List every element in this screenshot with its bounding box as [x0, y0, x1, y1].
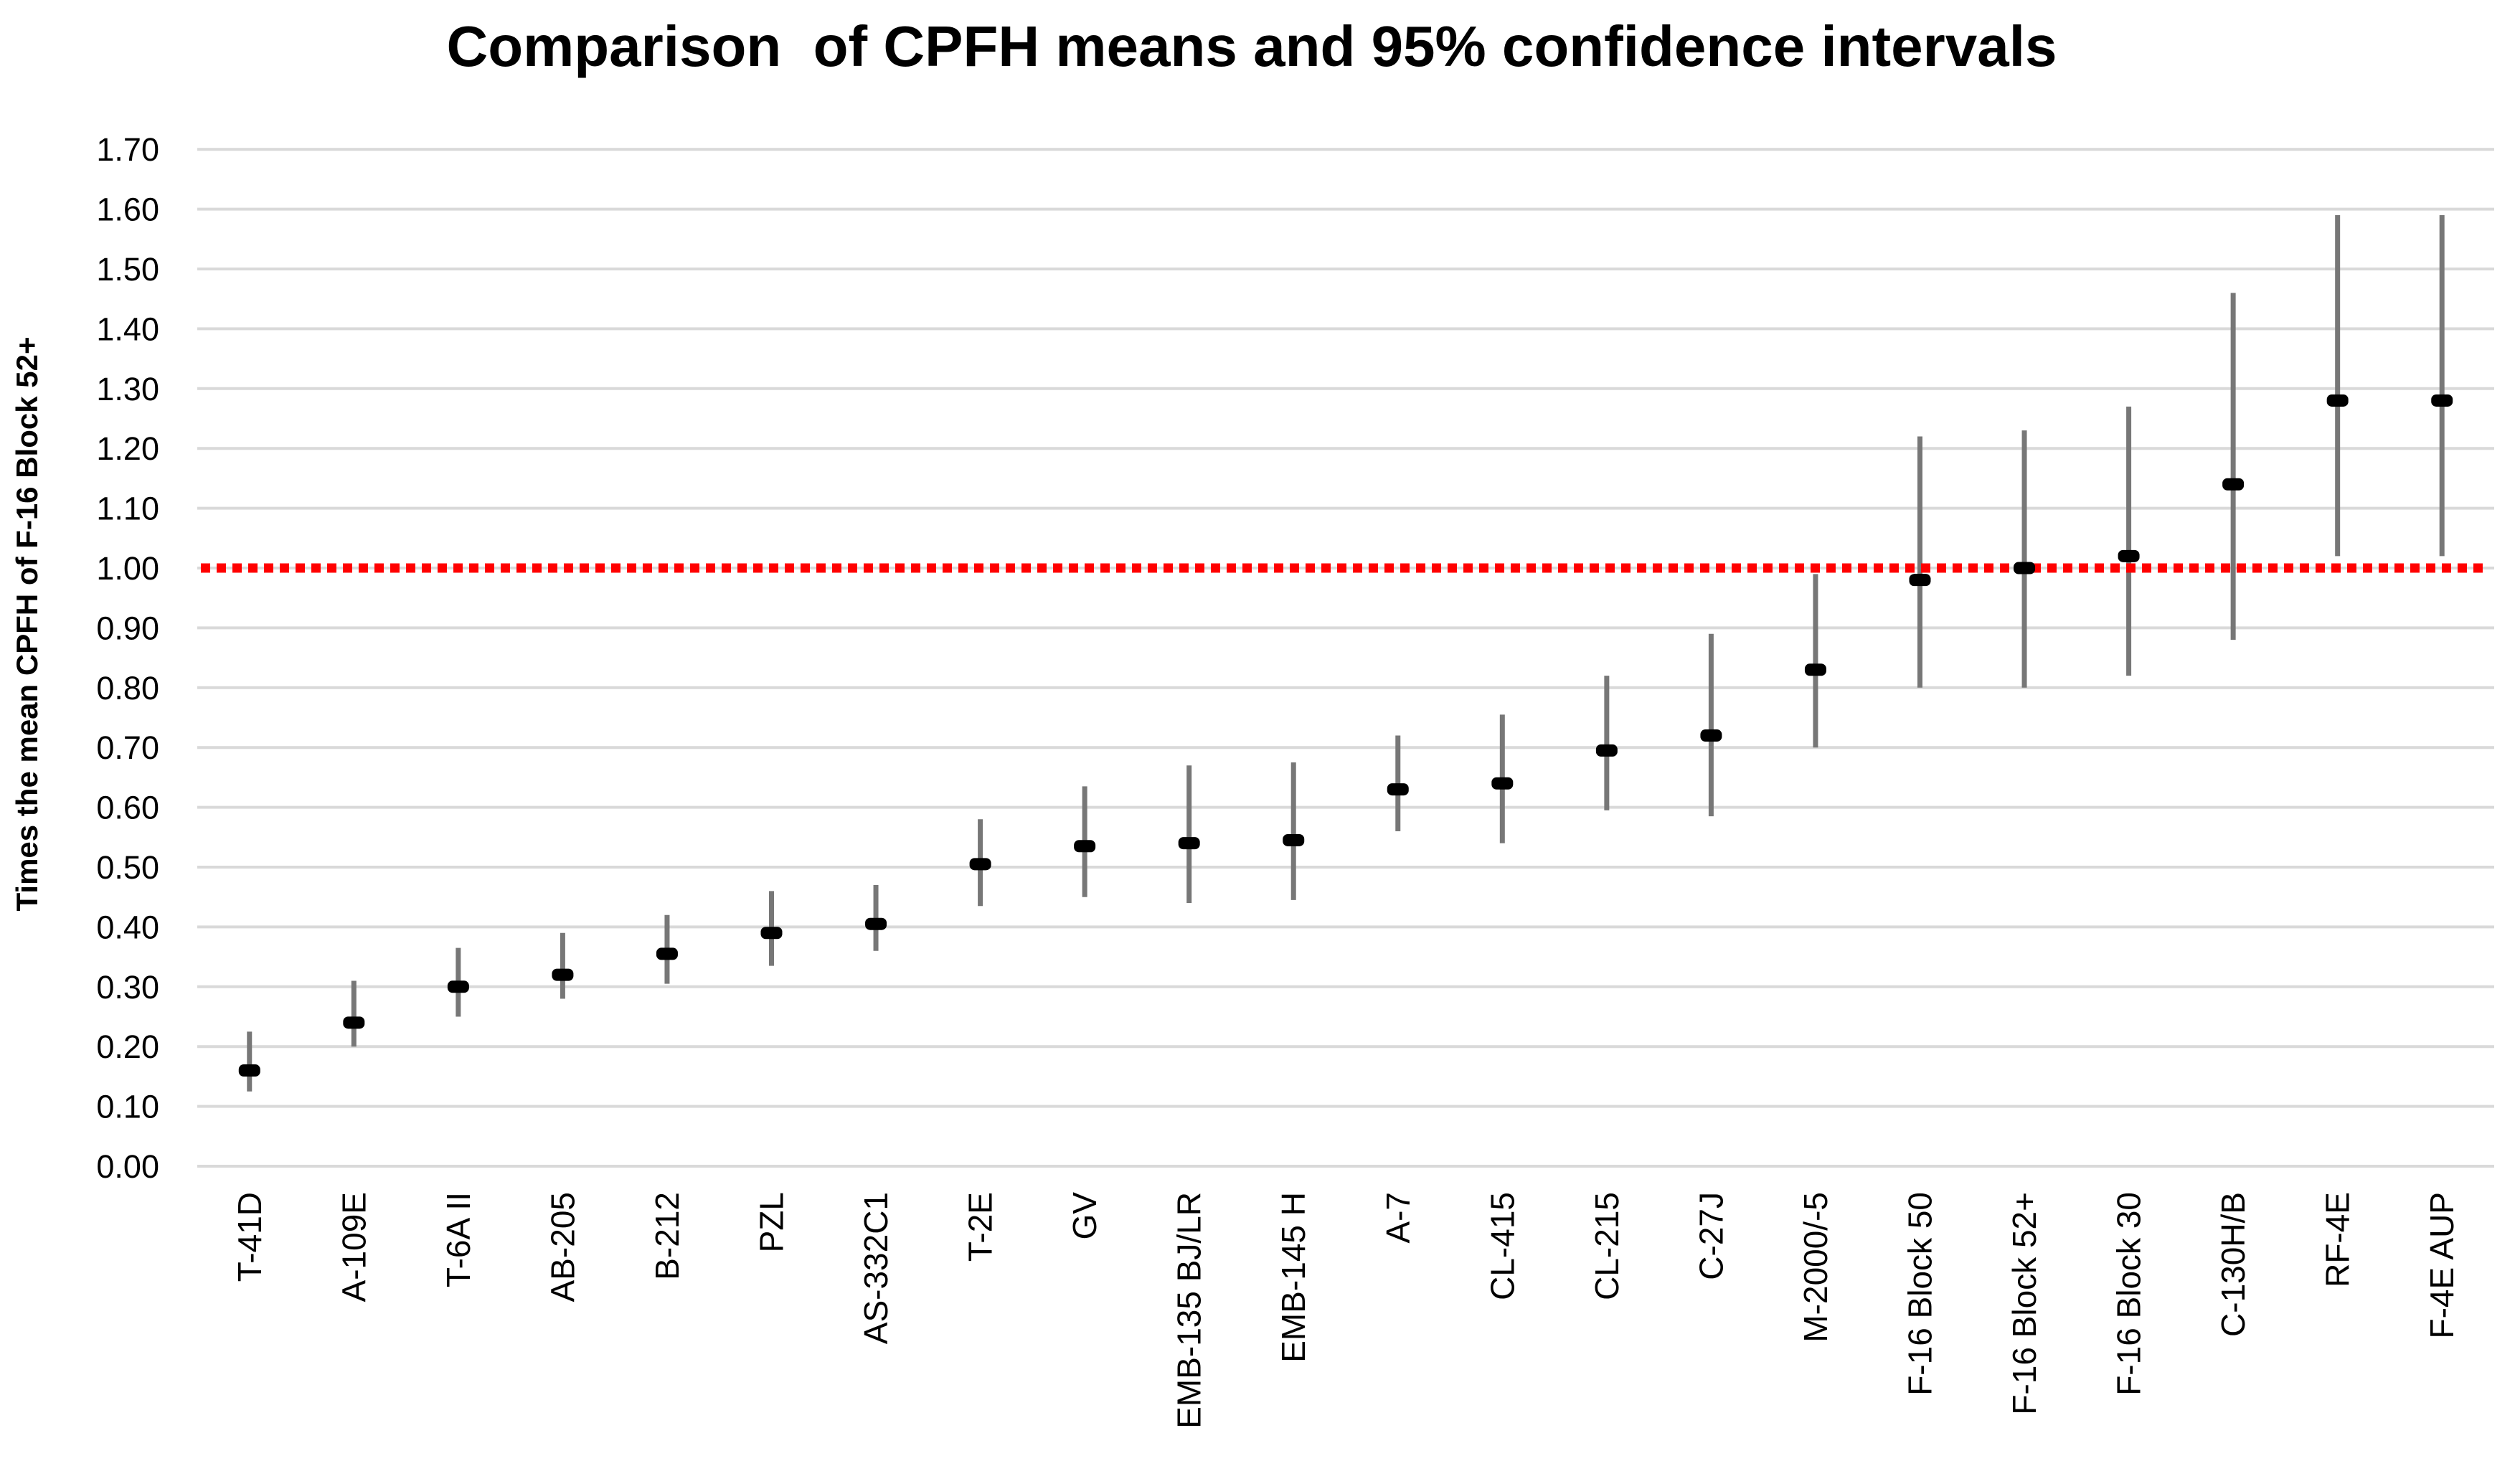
x-category-label: T-6A II [440, 1192, 477, 1287]
y-tick-label: 1.00 [96, 550, 159, 587]
x-category-label: C-27J [1692, 1192, 1729, 1280]
y-tick-label: 0.30 [96, 969, 159, 1006]
mean-marker [1909, 574, 1931, 587]
mean-marker [1491, 777, 1514, 790]
x-category-label: M-2000/-5 [1797, 1192, 1834, 1343]
mean-marker [552, 968, 574, 981]
x-category-label: C-130H/B [2214, 1192, 2252, 1337]
mean-marker [2431, 394, 2453, 407]
mean-marker [1387, 783, 1409, 796]
x-category-label: F-16 Block 52+ [2006, 1192, 2043, 1415]
y-tick-label: 1.20 [96, 430, 159, 467]
mean-marker [343, 1016, 365, 1029]
mean-marker [969, 858, 991, 871]
gridlines-group [197, 148, 2494, 1168]
y-tick-label: 0.50 [96, 849, 159, 886]
y-tick-label: 1.60 [96, 191, 159, 228]
mean-marker [447, 980, 469, 993]
mean-marker [1804, 663, 1826, 676]
x-category-label: CL-215 [1588, 1192, 1625, 1300]
x-category-label: CL-415 [1483, 1192, 1521, 1300]
y-tick-label: 0.40 [96, 909, 159, 945]
x-category-label: T-41D [231, 1192, 268, 1282]
y-tick-label: 0.00 [96, 1148, 159, 1185]
x-category-label: A-109E [335, 1192, 372, 1302]
confidence-intervals-group [247, 214, 2445, 1092]
mean-marker [865, 917, 887, 930]
x-category-label: AB-205 [544, 1192, 581, 1302]
y-tick-label: 0.80 [96, 670, 159, 706]
y-tick-labels-group: 0.00 0.10 0.20 0.30 0.40 0.50 0.60 0.70 0.80 0.90… [96, 131, 159, 1185]
y-tick-label: 1.70 [96, 131, 159, 168]
x-category-label: B-212 [648, 1192, 686, 1280]
mean-marker [1595, 744, 1618, 757]
mean-marker [1700, 729, 1722, 742]
chart-title: Comparison of CPFH means and 95% confide… [447, 14, 2057, 78]
y-tick-label: 0.10 [96, 1089, 159, 1125]
mean-marker [2326, 394, 2349, 407]
mean-marker [238, 1064, 260, 1077]
x-tick-labels-group: T-41D A-109E T-6A II AB-205 B-212 PZL AS-332C1… [231, 1192, 2460, 1429]
y-tick-label: 0.60 [96, 790, 159, 826]
x-category-label: A-7 [1379, 1192, 1417, 1244]
y-tick-label: 1.40 [96, 311, 159, 347]
mean-marker [1283, 833, 1305, 846]
y-tick-label: 1.30 [96, 371, 159, 407]
x-category-label: EMB-145 H [1275, 1192, 1312, 1363]
x-category-label: RF-4E [2319, 1192, 2356, 1287]
y-axis-title: Times the mean CPFH of F-16 Block 52+ [10, 337, 44, 912]
x-category-label: F-4E AUP [2423, 1192, 2460, 1339]
x-category-label: F-16 Block 30 [2110, 1192, 2148, 1396]
y-tick-label: 1.10 [96, 491, 159, 527]
y-tick-label: 0.90 [96, 610, 159, 646]
y-tick-label: 1.50 [96, 251, 159, 288]
mean-markers-group [238, 394, 2453, 1077]
x-category-label: AS-332C1 [857, 1192, 895, 1344]
mean-marker [2118, 549, 2140, 562]
mean-marker [1074, 840, 1096, 853]
x-category-label: PZL [753, 1192, 791, 1252]
mean-marker [2222, 478, 2245, 491]
y-tick-label: 0.20 [96, 1028, 159, 1065]
x-category-label: GV [1066, 1192, 1103, 1240]
x-category-label: T-2E [962, 1192, 999, 1262]
y-tick-label: 0.70 [96, 729, 159, 766]
x-category-label: EMB-135 BJ/LR [1171, 1192, 1208, 1429]
mean-marker [656, 947, 678, 960]
x-category-label: F-16 Block 50 [1902, 1192, 1939, 1396]
mean-marker [2014, 562, 2036, 574]
mean-marker [1178, 837, 1200, 850]
mean-marker [760, 927, 783, 940]
